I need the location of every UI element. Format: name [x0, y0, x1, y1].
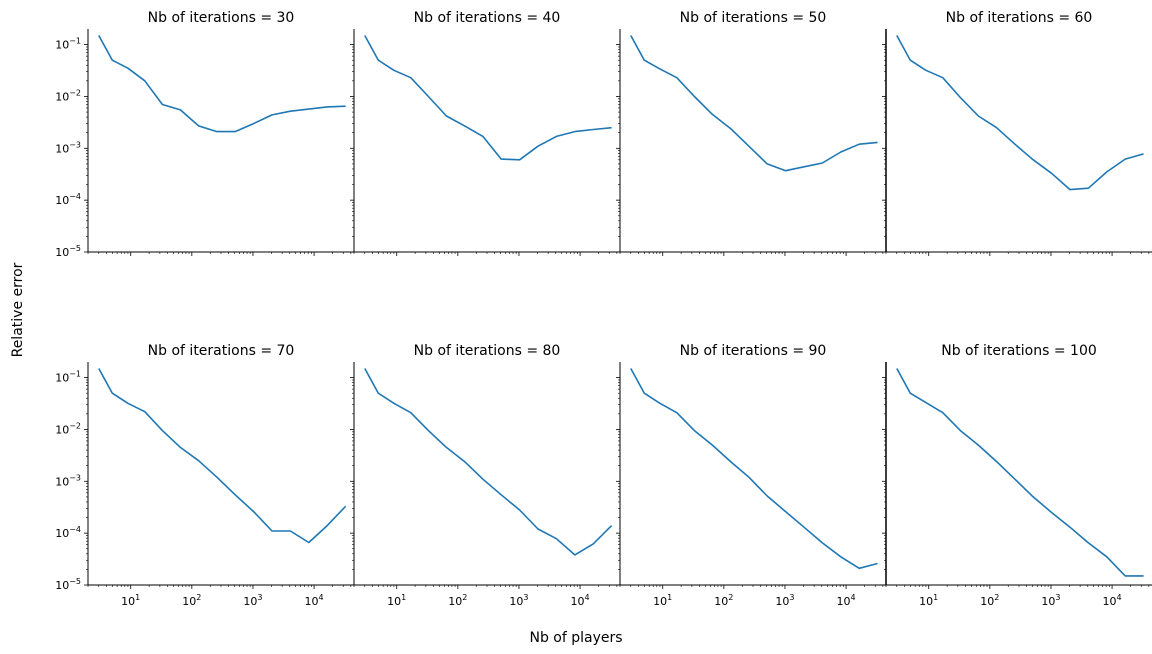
- subplot-title: Nb of iterations = 30: [148, 10, 295, 26]
- x-tick-label: 102: [980, 593, 999, 608]
- subplot-title: Nb of iterations = 50: [680, 10, 827, 26]
- x-tick-label: 104: [305, 593, 324, 608]
- subplot-title: Nb of iterations = 60: [946, 10, 1093, 26]
- y-tick-label: 10−2: [55, 88, 81, 103]
- y-tick-label: 10−4: [55, 525, 81, 540]
- x-tick-label: 103: [509, 593, 528, 608]
- y-tick-label: 10−5: [55, 244, 81, 259]
- x-tick-label: 101: [387, 593, 406, 608]
- subplot-4: Nb of iterations = 60: [882, 10, 1152, 256]
- subplot-title: Nb of iterations = 90: [680, 343, 827, 359]
- subplot-6: Nb of iterations = 80 101 102 103 104: [350, 343, 620, 608]
- y-tick-label: 10−2: [55, 421, 81, 436]
- subplot-title: Nb of iterations = 40: [414, 10, 561, 26]
- series-line: [98, 35, 346, 133]
- series-line: [896, 368, 1144, 577]
- x-tick-label: 104: [1103, 593, 1122, 608]
- subplot-title: Nb of iterations = 70: [148, 343, 295, 359]
- series-line: [364, 368, 613, 556]
- x-tick-label: 101: [653, 593, 672, 608]
- series-line: [896, 35, 1144, 191]
- series-line: [630, 35, 878, 172]
- y-tick-label: 10−1: [55, 370, 81, 385]
- subplot-5: Nb of iterations = 70 10−5 10−4 10−3 10−2 10−…: [55, 343, 354, 608]
- y-axis-label: Relative error: [10, 262, 26, 358]
- subplot-title: Nb of iterations = 100: [941, 343, 1097, 359]
- y-tick-label: 10−5: [55, 577, 81, 592]
- series-line: [98, 368, 347, 544]
- subplot-3: Nb of iterations = 50: [616, 10, 886, 256]
- subplot-title: Nb of iterations = 80: [414, 343, 561, 359]
- y-tick-label: 10−3: [55, 473, 81, 488]
- x-tick-label: 103: [775, 593, 794, 608]
- subplot-2: Nb of iterations = 40: [350, 10, 620, 256]
- x-tick-label: 103: [243, 593, 262, 608]
- subplot-7: Nb of iterations = 90 101 102 103 104: [616, 343, 886, 608]
- subplot-1: Nb of iterations = 30 10−5 10−4 10−3 10−2 10−…: [55, 10, 354, 259]
- y-tick-label: 10−1: [55, 37, 81, 52]
- series-line: [364, 35, 612, 161]
- x-tick-label: 101: [919, 593, 938, 608]
- x-tick-label: 104: [837, 593, 856, 608]
- x-tick-label: 104: [571, 593, 590, 608]
- x-tick-label: 102: [448, 593, 467, 608]
- x-tick-label: 102: [714, 593, 733, 608]
- series-line: [630, 368, 878, 570]
- x-axis-label: Nb of players: [529, 630, 623, 646]
- subplot-8: Nb of iterations = 100 101 102 103 104: [882, 343, 1152, 608]
- x-tick-label: 103: [1041, 593, 1060, 608]
- x-tick-label: 101: [121, 593, 140, 608]
- y-tick-label: 10−3: [55, 140, 81, 155]
- x-tick-label: 102: [182, 593, 201, 608]
- y-tick-label: 10−4: [55, 192, 81, 207]
